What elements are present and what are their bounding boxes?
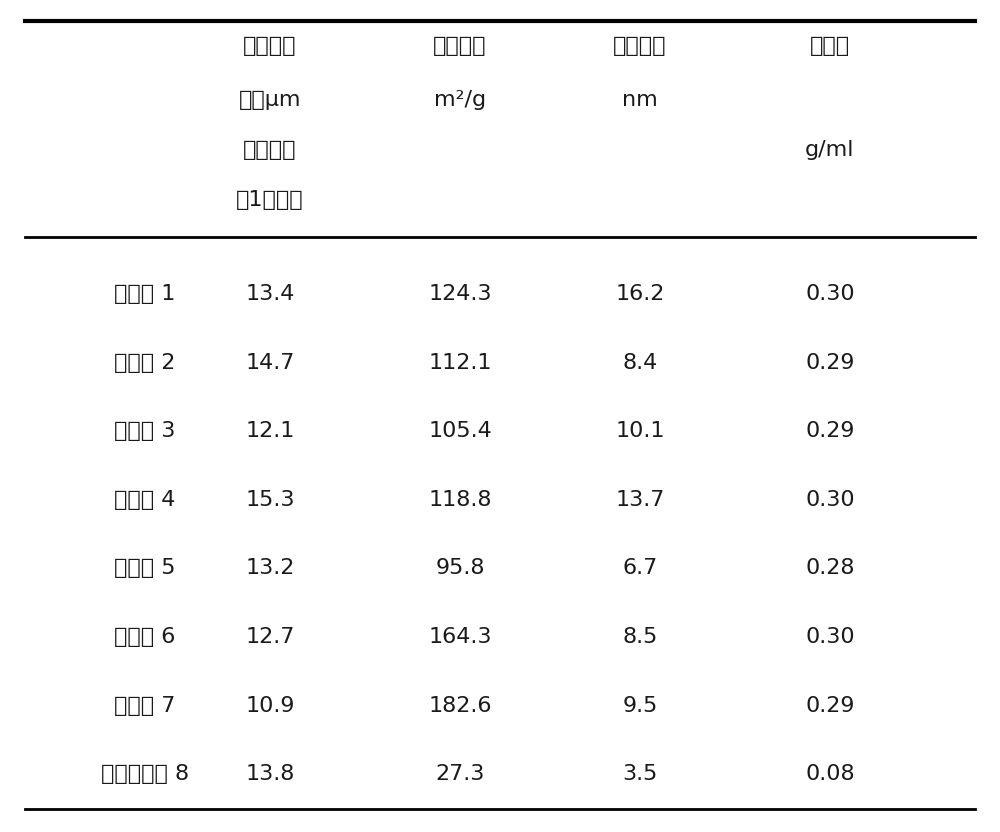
Text: 182.6: 182.6 <box>428 696 492 716</box>
Text: 实施例 3: 实施例 3 <box>114 421 176 441</box>
Text: 对比实施例 8: 对比实施例 8 <box>101 765 189 785</box>
Text: 10.1: 10.1 <box>615 421 665 441</box>
Text: 14.7: 14.7 <box>245 353 295 373</box>
Text: m²/g: m²/g <box>434 90 486 110</box>
Text: 0.08: 0.08 <box>805 765 855 785</box>
Text: 0.29: 0.29 <box>805 353 855 373</box>
Text: 95.8: 95.8 <box>435 558 485 578</box>
Text: 颗粒平均: 颗粒平均 <box>243 36 297 56</box>
Text: 比表面积: 比表面积 <box>433 36 487 56</box>
Text: 实施例 7: 实施例 7 <box>114 696 176 716</box>
Text: 9.5: 9.5 <box>622 696 658 716</box>
Text: g/ml: g/ml <box>805 140 855 160</box>
Text: 118.8: 118.8 <box>428 490 492 510</box>
Text: 粒径μm: 粒径μm <box>239 90 301 110</box>
Text: 0.30: 0.30 <box>805 490 855 510</box>
Text: 10.9: 10.9 <box>245 696 295 716</box>
Text: 平均孔径: 平均孔径 <box>613 36 667 56</box>
Text: 13.8: 13.8 <box>245 765 295 785</box>
Text: 0.29: 0.29 <box>805 421 855 441</box>
Text: 实施例 1: 实施例 1 <box>114 284 176 304</box>
Text: 实施例 6: 实施例 6 <box>114 627 176 647</box>
Text: 0.30: 0.30 <box>805 627 855 647</box>
Text: 实施例 2: 实施例 2 <box>114 353 176 373</box>
Text: 8.5: 8.5 <box>622 627 658 647</box>
Text: 3.5: 3.5 <box>622 765 658 785</box>
Text: nm: nm <box>622 90 658 110</box>
Text: 15.3: 15.3 <box>245 490 295 510</box>
Text: 13.2: 13.2 <box>245 558 295 578</box>
Text: 实施例 4: 实施例 4 <box>114 490 176 510</box>
Text: 散1小时）: 散1小时） <box>236 190 304 210</box>
Text: 27.3: 27.3 <box>435 765 485 785</box>
Text: 堆密度: 堆密度 <box>810 36 850 56</box>
Text: 13.7: 13.7 <box>615 490 665 510</box>
Text: 0.30: 0.30 <box>805 284 855 304</box>
Text: （超声分: （超声分 <box>243 140 297 160</box>
Text: 6.7: 6.7 <box>622 558 658 578</box>
Text: 124.3: 124.3 <box>428 284 492 304</box>
Text: 0.29: 0.29 <box>805 696 855 716</box>
Text: 0.28: 0.28 <box>805 558 855 578</box>
Text: 16.2: 16.2 <box>615 284 665 304</box>
Text: 12.1: 12.1 <box>245 421 295 441</box>
Text: 12.7: 12.7 <box>245 627 295 647</box>
Text: 13.4: 13.4 <box>245 284 295 304</box>
Text: 105.4: 105.4 <box>428 421 492 441</box>
Text: 8.4: 8.4 <box>622 353 658 373</box>
Text: 实施例 5: 实施例 5 <box>114 558 176 578</box>
Text: 112.1: 112.1 <box>428 353 492 373</box>
Text: 164.3: 164.3 <box>428 627 492 647</box>
